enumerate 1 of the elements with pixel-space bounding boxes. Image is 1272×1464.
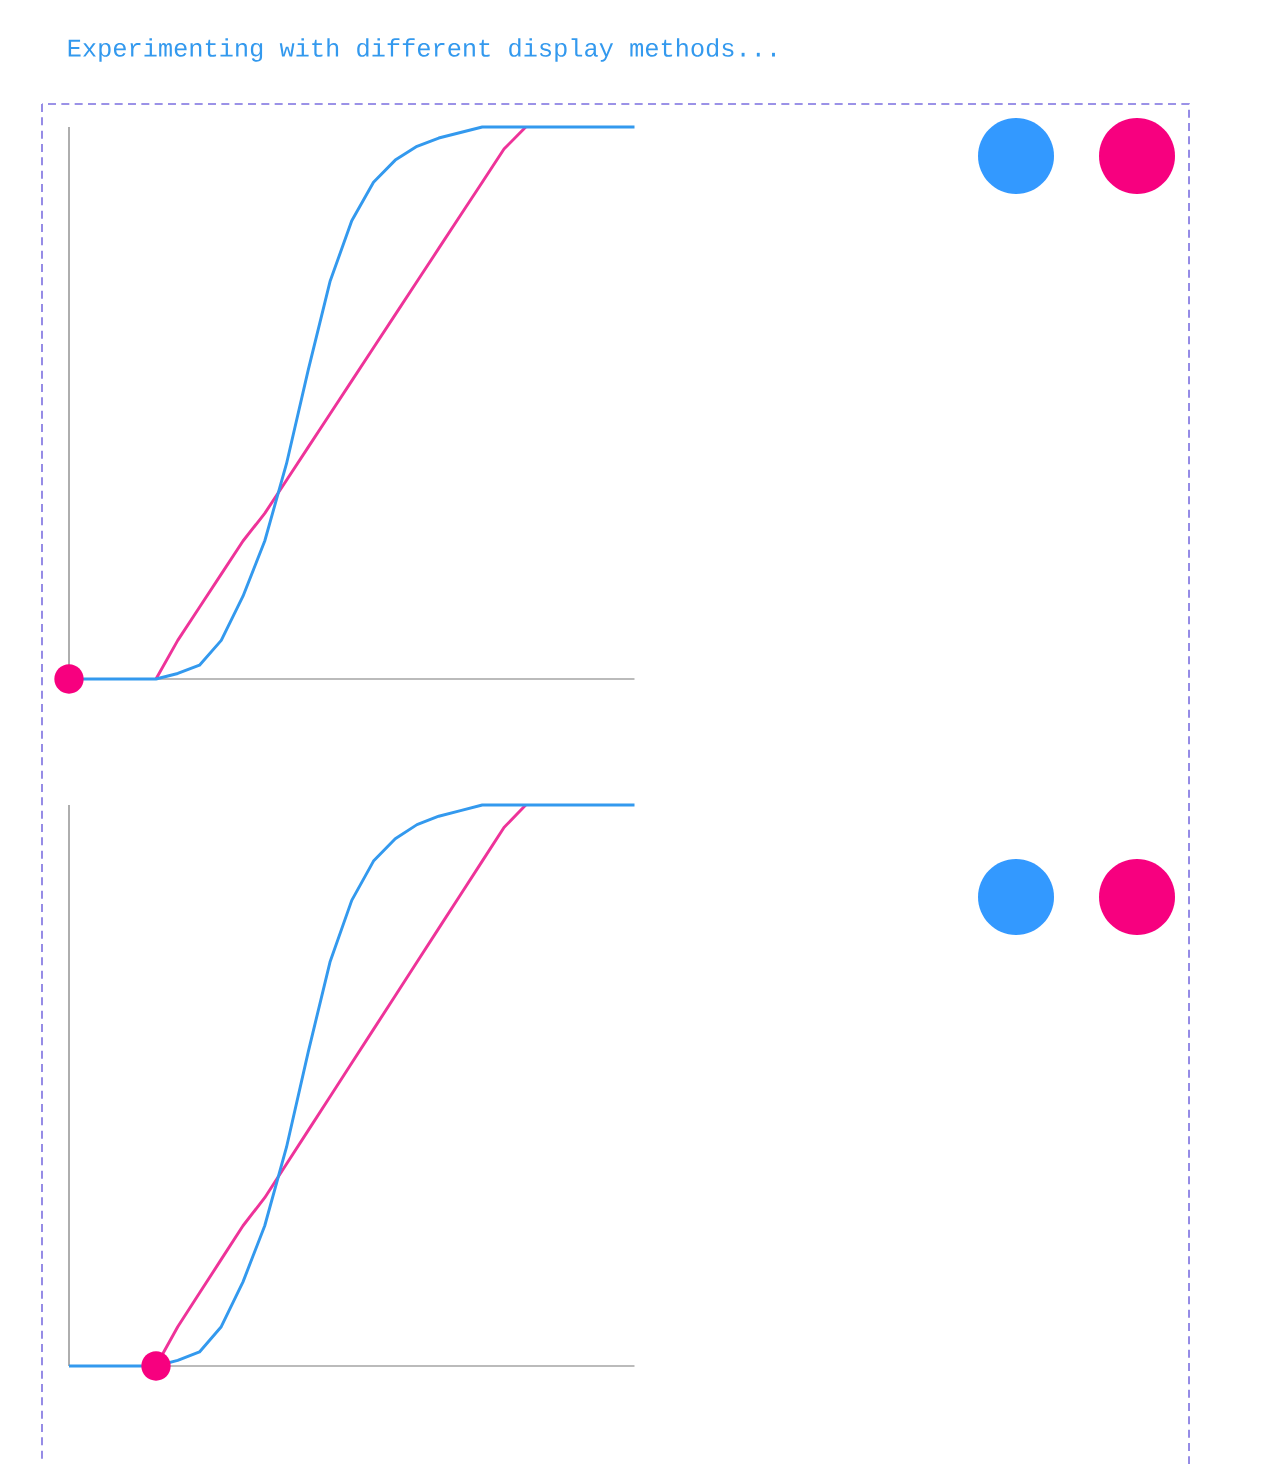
chart-title: Experimenting with different display methods...: [68, 38, 775, 62]
